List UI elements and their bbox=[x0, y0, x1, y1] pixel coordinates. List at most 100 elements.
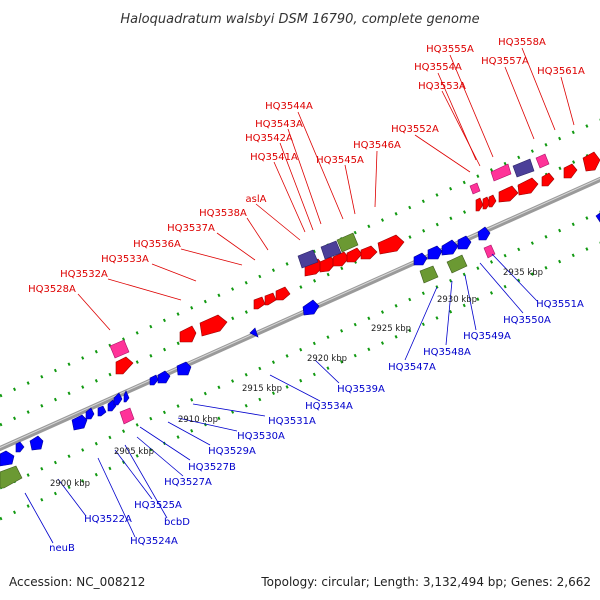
leader-line bbox=[441, 90, 481, 167]
scale-tick-2910: 2910 kbp bbox=[178, 415, 218, 425]
leader-line bbox=[114, 449, 153, 500]
leader-line bbox=[107, 278, 182, 301]
map-title: Haloquadratum walsbyi DSM 16790, complet… bbox=[120, 12, 479, 27]
gene-arrow bbox=[0, 465, 23, 489]
gene-arrow bbox=[149, 374, 159, 386]
gene-arrow bbox=[360, 245, 378, 260]
pink-genes bbox=[109, 153, 550, 425]
gene-label-hq3542a: HQ3542A bbox=[245, 133, 293, 144]
gene-arrow bbox=[0, 450, 15, 467]
leader-line bbox=[314, 359, 340, 384]
gene-arrow bbox=[302, 299, 320, 316]
reverse-label-group: neuB HQ3522A HQ3524A bcbD HQ3525A HQ3527… bbox=[49, 299, 584, 554]
leader-line bbox=[297, 111, 344, 220]
leader-line bbox=[192, 403, 266, 417]
leader-line bbox=[287, 128, 322, 225]
scale-tick-2935: 2935 kbp bbox=[503, 268, 543, 278]
gene-arrow bbox=[264, 292, 277, 306]
gene-arrow bbox=[517, 177, 539, 196]
leader-line bbox=[139, 426, 191, 461]
forward-label-group: HQ3528A HQ3532A HQ3533A HQ3536A HQ3537A … bbox=[28, 37, 585, 295]
gene-arrow bbox=[498, 185, 519, 203]
gene-arrow bbox=[446, 254, 468, 274]
gene-arrow bbox=[563, 163, 578, 179]
gene-arrow bbox=[15, 441, 25, 453]
genome-backbone-highlight bbox=[0, 177, 600, 449]
gene-arrow bbox=[179, 325, 197, 343]
genome-backbone bbox=[0, 176, 600, 452]
gene-label-hq3527a: HQ3527A bbox=[164, 477, 212, 488]
gene-arrow bbox=[319, 256, 337, 273]
gene-arrow bbox=[419, 265, 439, 284]
gene-arrow bbox=[441, 239, 459, 256]
gene-label-hq3532a: HQ3532A bbox=[60, 269, 108, 280]
gene-label-hq3545a: HQ3545A bbox=[316, 155, 364, 166]
gene-arrow bbox=[253, 296, 266, 310]
leader-line bbox=[255, 203, 301, 241]
leader-line bbox=[344, 164, 356, 215]
gene-arrow bbox=[109, 339, 130, 359]
leader-line bbox=[273, 161, 306, 233]
gene-arrow bbox=[535, 153, 550, 169]
gene-label-hq3555a: HQ3555A bbox=[426, 44, 474, 55]
olive-genes bbox=[0, 232, 468, 489]
gene-arrow bbox=[157, 370, 171, 384]
gene-label-hq3543a: HQ3543A bbox=[255, 119, 303, 130]
reverse-outer-track bbox=[0, 241, 600, 521]
leader-line bbox=[151, 263, 197, 282]
gene-arrow bbox=[275, 286, 291, 301]
leader-line bbox=[560, 76, 575, 126]
scale-tick-2930: 2930 kbp bbox=[437, 295, 477, 305]
gene-label-hq3558a: HQ3558A bbox=[498, 37, 546, 48]
gene-arrow bbox=[582, 151, 600, 172]
leader-line bbox=[269, 374, 321, 402]
gene-arrow bbox=[123, 390, 130, 403]
genome-summary-text: Topology: circular; Length: 3,132,494 bp… bbox=[260, 575, 591, 589]
gene-label-hq3547a: HQ3547A bbox=[388, 362, 436, 373]
gene-arrow bbox=[457, 235, 472, 250]
purple-genes bbox=[297, 158, 535, 269]
scale-tick-group: 2900 kbp 2905 kbp 2910 kbp 2915 kbp 2920… bbox=[50, 268, 543, 489]
gene-label-hq3522a: HQ3522A bbox=[84, 514, 132, 525]
reverse-inner-track bbox=[0, 210, 600, 490]
scale-tick-2905: 2905 kbp bbox=[114, 447, 154, 457]
leader-line bbox=[464, 274, 477, 331]
gene-label-hq3525a: HQ3525A bbox=[134, 500, 182, 511]
gene-arrow bbox=[512, 158, 535, 178]
leader-line bbox=[246, 217, 269, 251]
gene-label-hq3554a: HQ3554A bbox=[414, 62, 462, 73]
scale-tick-2900: 2900 kbp bbox=[50, 479, 90, 489]
scale-tick-2915: 2915 kbp bbox=[242, 384, 282, 394]
leader-line bbox=[97, 457, 136, 538]
leader-line bbox=[374, 150, 378, 208]
gene-label-hq3553a: HQ3553A bbox=[418, 81, 466, 92]
leader-line bbox=[279, 142, 314, 231]
gene-arrow bbox=[71, 414, 88, 431]
gene-label-hq3524a: HQ3524A bbox=[130, 536, 178, 547]
gene-label-hq3548a: HQ3548A bbox=[423, 347, 471, 358]
gene-arrow bbox=[541, 172, 555, 187]
forward-inner-track bbox=[0, 148, 600, 427]
gene-arrow bbox=[320, 240, 342, 260]
gene-label-hq3546a: HQ3546A bbox=[353, 140, 401, 151]
gene-label-hq3550a: HQ3550A bbox=[503, 315, 551, 326]
leader-line bbox=[77, 293, 111, 331]
leader-line bbox=[414, 134, 471, 173]
gene-label-hq3527b: HQ3527B bbox=[188, 462, 236, 473]
gene-arrow bbox=[483, 244, 496, 259]
gene-label-hq3544a: HQ3544A bbox=[265, 101, 313, 112]
gene-label-asla: aslA bbox=[246, 194, 267, 205]
gene-arrow bbox=[336, 232, 359, 253]
gene-arrow bbox=[113, 392, 123, 406]
leader-line bbox=[445, 280, 453, 346]
gene-label-hq3561a: HQ3561A bbox=[537, 66, 585, 77]
gene-arrow bbox=[595, 212, 600, 223]
gene-arrow bbox=[115, 356, 134, 375]
leader-line bbox=[479, 262, 524, 314]
scale-tick-2925: 2925 kbp bbox=[371, 324, 411, 334]
gene-label-hq3531a: HQ3531A bbox=[268, 416, 316, 427]
gene-label-bcbd: bcbD bbox=[164, 517, 190, 528]
gene-label-hq3541a: HQ3541A bbox=[250, 152, 298, 163]
gene-arrow bbox=[477, 226, 491, 241]
